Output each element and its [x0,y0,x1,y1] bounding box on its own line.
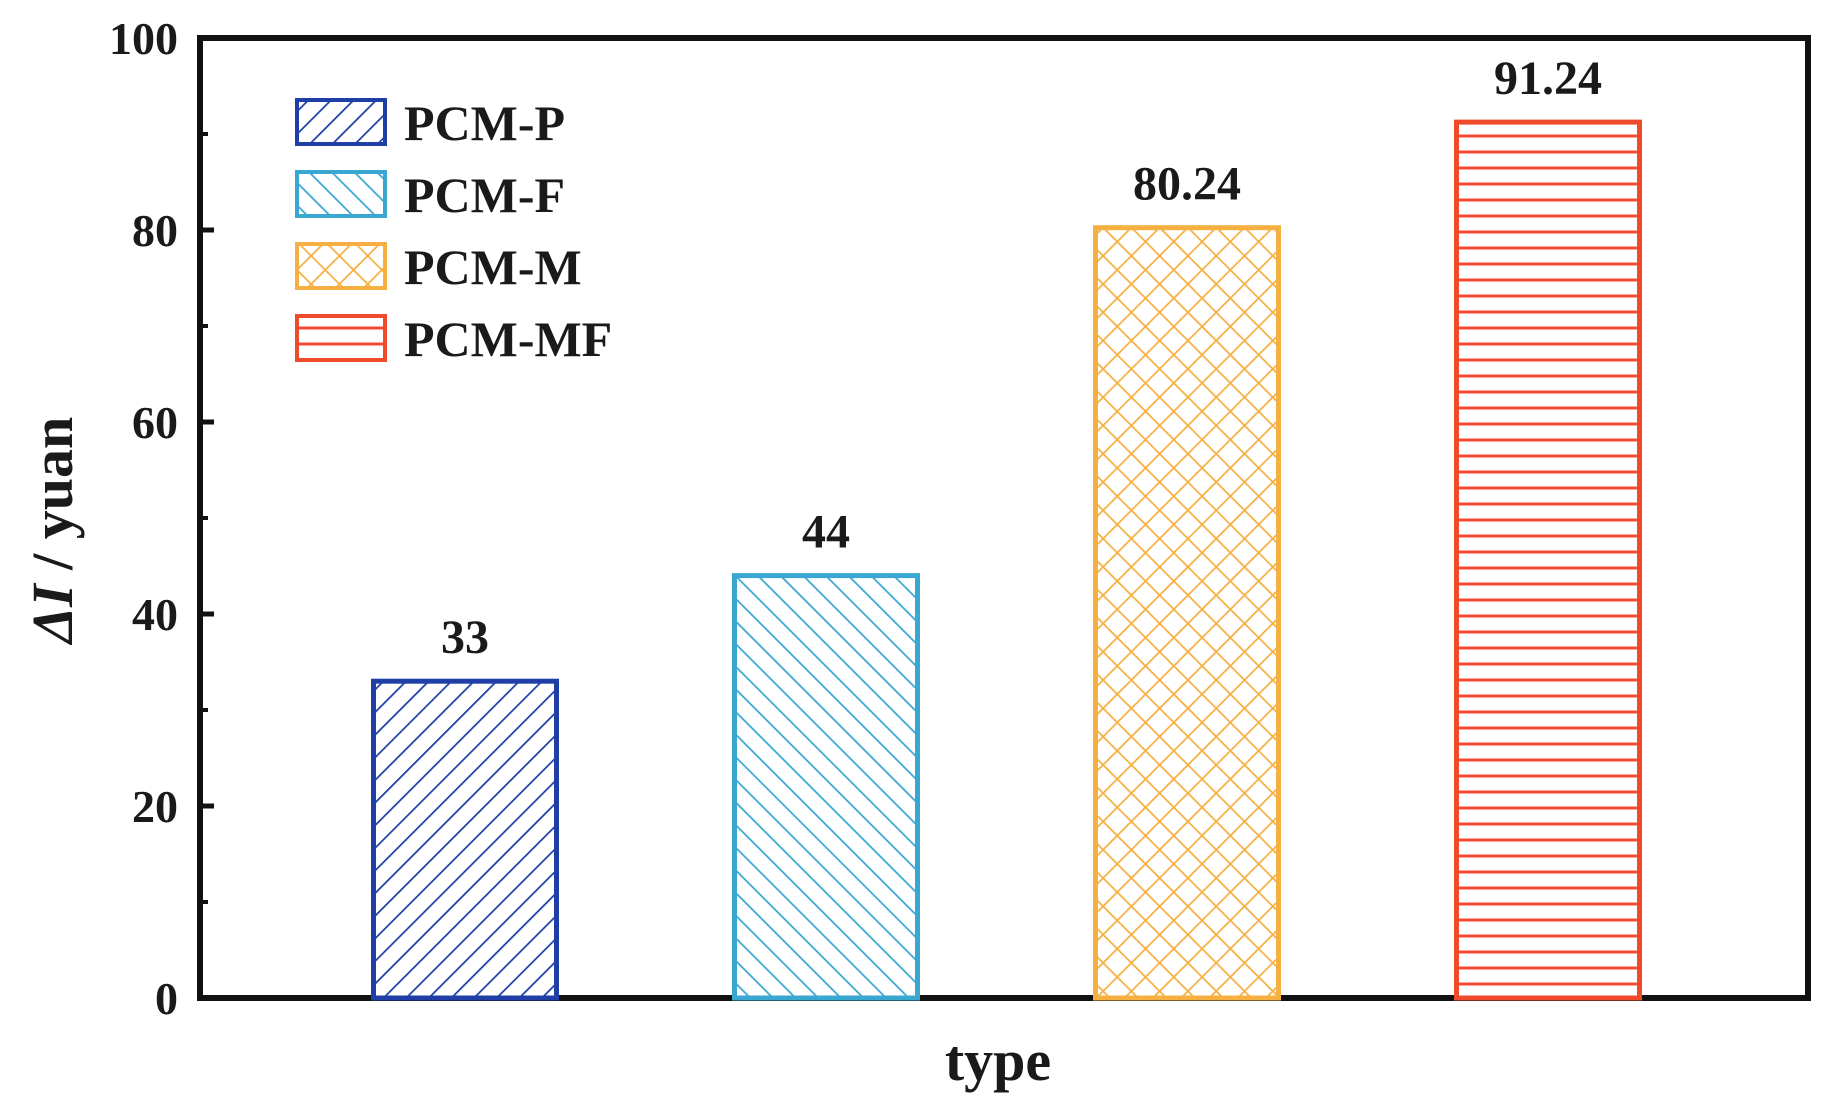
legend-swatch-pcm-mf [295,314,387,362]
legend-label-pcm-m: PCM-M [404,239,582,295]
bar-pcm-f [732,573,920,1001]
legend-swatch-pcm-f [295,170,387,218]
value-labels: 33 44 80.24 91.24 [441,52,1602,664]
y-axis-title: ΔI / yuan [20,417,85,646]
bars [371,119,1642,1001]
value-label-pcm-p: 33 [441,611,489,664]
legend-swatch-pcm-p [295,98,387,146]
value-label-pcm-mf: 91.24 [1494,52,1602,105]
y-tick-label: 60 [132,397,178,448]
y-axis-unit: / yuan [20,417,85,585]
y-tick-label: 80 [132,205,178,256]
x-axis-title: type [945,1028,1051,1093]
bar-pcm-m [1093,225,1281,1001]
y-tick-label: 40 [132,589,178,640]
y-tick-label: 0 [155,973,178,1024]
legend-swatch-pcm-m [295,242,387,290]
y-axis-ticks: 0 20 40 60 80 100 [109,13,214,1024]
bar-pcm-p [371,678,559,1001]
legend-label-pcm-f: PCM-F [404,167,565,223]
legend: PCM-P PCM-F PCM-M PCM-MF [295,95,612,367]
legend-label-pcm-mf: PCM-MF [404,311,612,367]
legend-label-pcm-p: PCM-P [404,95,565,151]
value-label-pcm-m: 80.24 [1133,158,1241,211]
y-axis-symbol: ΔI [20,582,85,645]
bar-pcm-mf [1454,119,1642,1001]
y-tick-label: 100 [109,13,178,64]
y-tick-label: 20 [132,781,178,832]
value-label-pcm-f: 44 [802,506,850,559]
